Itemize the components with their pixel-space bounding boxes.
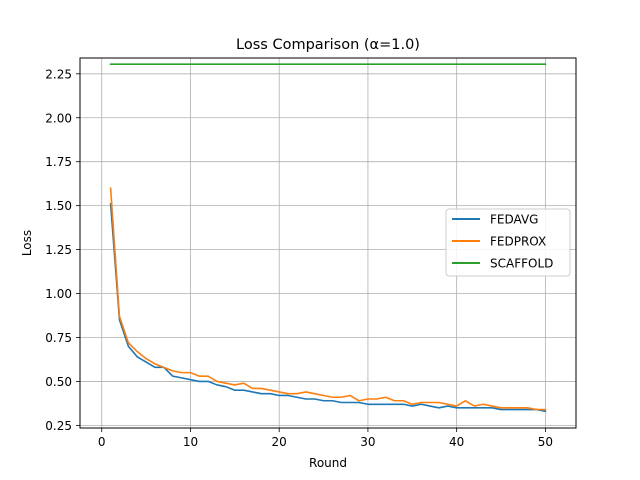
legend: FEDAVG FEDPROX SCAFFOLD [445,208,571,277]
y-tick-label: 2.00 [45,111,72,125]
x-tick-label: 0 [98,435,106,449]
y-axis-label: Loss [20,230,34,256]
x-tick-label: 20 [272,435,287,449]
chart-title: Loss Comparison (α=1.0) [236,37,420,53]
y-tick-label: 2.25 [45,67,72,81]
y-tick-label: 0.75 [45,331,72,345]
x-tick-label: 10 [183,435,198,449]
x-tick-label: 40 [449,435,464,449]
series-lines [109,63,547,413]
plot-frame [79,57,577,429]
x-axis-label: Round [309,456,347,470]
y-tick-label: 1.75 [45,155,72,169]
x-tick-label: 30 [360,435,375,449]
y-tick-label: 1.00 [45,287,72,301]
y-tick-label: 1.25 [45,243,72,257]
legend-label-fedavg: FEDAVG [490,213,538,227]
x-tick-label: 50 [538,435,553,449]
legend-box [445,208,571,277]
legend-label-scaffold: SCAFFOLD [490,257,553,271]
legend-label-fedprox: FEDPROX [490,235,546,249]
y-tick-label: 0.25 [45,419,72,433]
y-tick-label: 0.50 [45,375,72,389]
y-tick-label: 1.50 [45,199,72,213]
series-line-fedprox [109,187,547,411]
x-axis-ticks: 0 10 20 30 40 50 [98,428,553,449]
y-axis-ticks: 0.25 0.50 0.75 1.00 1.25 1.50 1.75 2.00 2.25 [45,67,80,433]
series-line-fedavg [109,203,547,413]
